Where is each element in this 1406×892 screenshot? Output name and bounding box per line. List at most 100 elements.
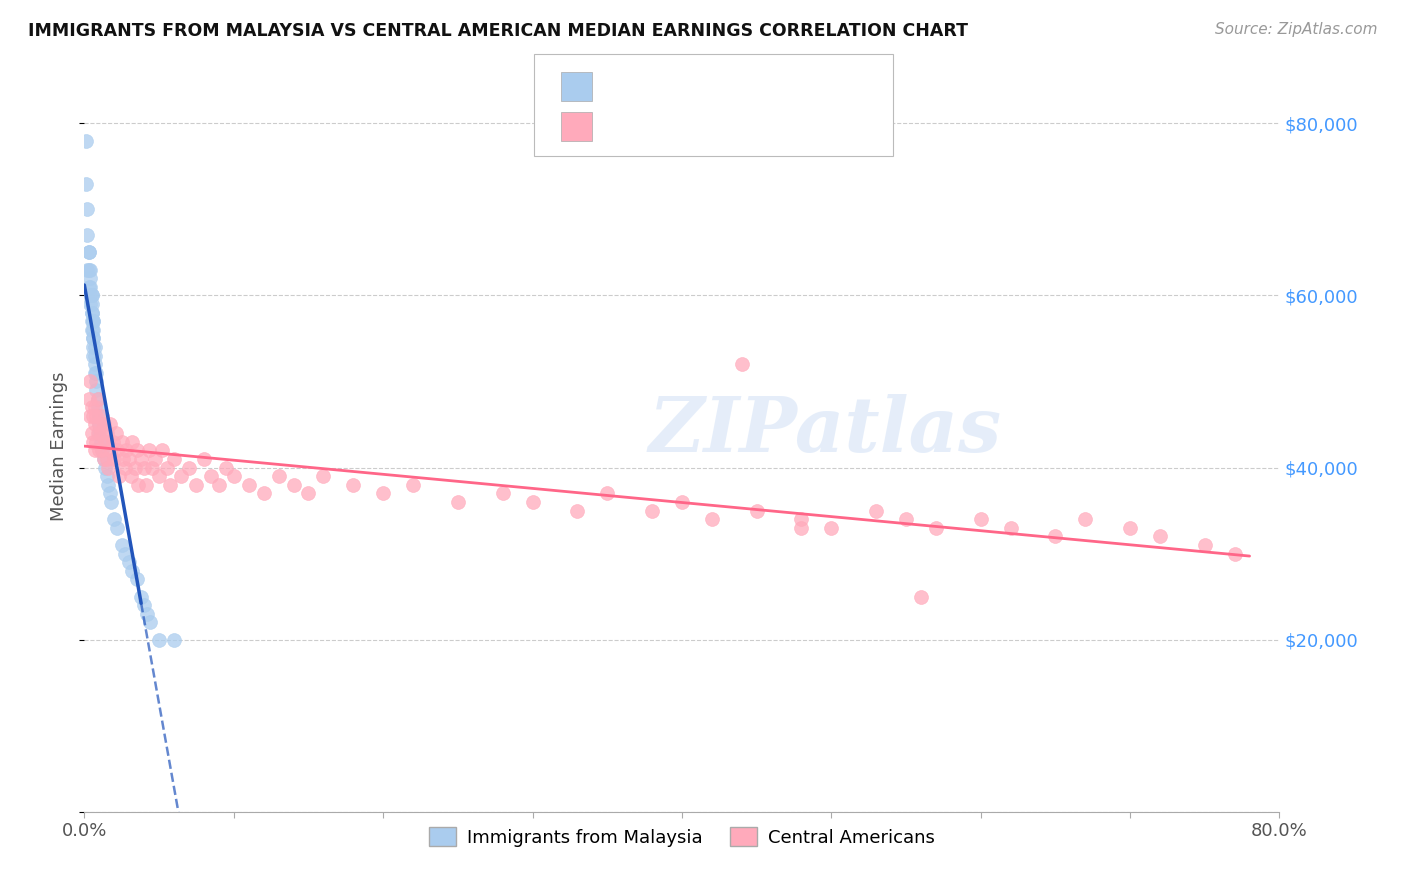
Point: [77, 245, 100, 260]
Point: [114, 547, 136, 561]
Point: [894, 512, 917, 526]
Point: [820, 521, 842, 535]
Point: [82, 349, 104, 363]
Text: R =: R =: [606, 78, 645, 95]
Point: [89, 443, 111, 458]
Point: [129, 451, 152, 466]
Point: [79, 280, 101, 294]
Point: [342, 477, 364, 491]
Point: [238, 477, 260, 491]
Point: [80, 288, 103, 302]
Point: [98, 486, 121, 500]
Point: [76, 228, 98, 243]
Point: [82, 314, 104, 328]
Point: [132, 598, 156, 612]
Text: N =: N =: [740, 78, 779, 95]
Point: [80, 401, 103, 415]
Point: [103, 451, 125, 466]
Point: [91, 443, 114, 458]
Point: [1223, 547, 1246, 561]
Point: [118, 451, 141, 466]
Point: [96, 469, 118, 483]
Point: [82, 314, 104, 328]
Point: [82, 331, 104, 345]
Point: [193, 451, 215, 466]
Point: [124, 460, 146, 475]
Point: [567, 503, 589, 517]
Point: [118, 555, 141, 569]
Point: [141, 460, 163, 475]
Point: [86, 409, 108, 423]
Point: [105, 443, 128, 458]
Point: [83, 357, 105, 371]
Text: Source: ZipAtlas.com: Source: ZipAtlas.com: [1215, 22, 1378, 37]
Point: [121, 434, 143, 449]
Point: [87, 392, 110, 406]
Point: [312, 469, 335, 483]
Point: [77, 280, 100, 294]
Point: [910, 590, 932, 604]
Point: [925, 521, 948, 535]
Point: [1045, 529, 1067, 543]
Point: [96, 451, 118, 466]
Point: [208, 477, 231, 491]
Point: [596, 486, 619, 500]
Point: [129, 590, 152, 604]
Point: [1119, 521, 1142, 535]
Point: [132, 460, 156, 475]
Point: [93, 451, 115, 466]
Point: [93, 417, 115, 432]
Point: [83, 443, 105, 458]
Point: [731, 357, 754, 371]
Point: [97, 477, 120, 491]
Point: [101, 434, 124, 449]
Point: [82, 331, 104, 345]
Point: [447, 495, 470, 509]
Text: N =: N =: [740, 118, 779, 136]
Text: 61: 61: [796, 78, 821, 95]
Point: [125, 573, 148, 587]
Point: [96, 426, 118, 441]
Point: [90, 434, 112, 449]
Point: [77, 392, 100, 406]
Point: [80, 426, 103, 441]
Point: [76, 262, 98, 277]
Point: [1149, 529, 1171, 543]
Point: [120, 469, 142, 483]
Point: [89, 417, 111, 432]
Point: [87, 392, 110, 406]
Point: [148, 469, 170, 483]
Point: [143, 451, 166, 466]
Point: [82, 323, 104, 337]
Point: [790, 512, 813, 526]
Point: [177, 460, 200, 475]
Point: [107, 469, 129, 483]
Text: -0.613: -0.613: [655, 118, 720, 136]
Point: [121, 564, 143, 578]
Point: [492, 486, 515, 500]
Point: [77, 245, 100, 260]
Point: [83, 417, 105, 432]
Point: [111, 434, 134, 449]
Point: [100, 495, 122, 509]
Point: [163, 632, 186, 647]
Point: [80, 314, 103, 328]
Point: [283, 477, 305, 491]
Point: [671, 495, 693, 509]
Point: [86, 375, 108, 389]
Point: [80, 305, 103, 319]
Point: [94, 460, 117, 475]
Point: [83, 349, 105, 363]
Point: [297, 486, 319, 500]
Point: [80, 323, 103, 337]
Point: [87, 426, 110, 441]
Point: [641, 503, 664, 517]
Point: [970, 512, 993, 526]
Point: [745, 503, 768, 517]
Point: [1000, 521, 1022, 535]
Point: [200, 469, 222, 483]
Point: [150, 443, 173, 458]
Point: [80, 297, 103, 311]
Point: [125, 443, 148, 458]
Text: IMMIGRANTS FROM MALAYSIA VS CENTRAL AMERICAN MEDIAN EARNINGS CORRELATION CHART: IMMIGRANTS FROM MALAYSIA VS CENTRAL AMER…: [28, 22, 969, 40]
